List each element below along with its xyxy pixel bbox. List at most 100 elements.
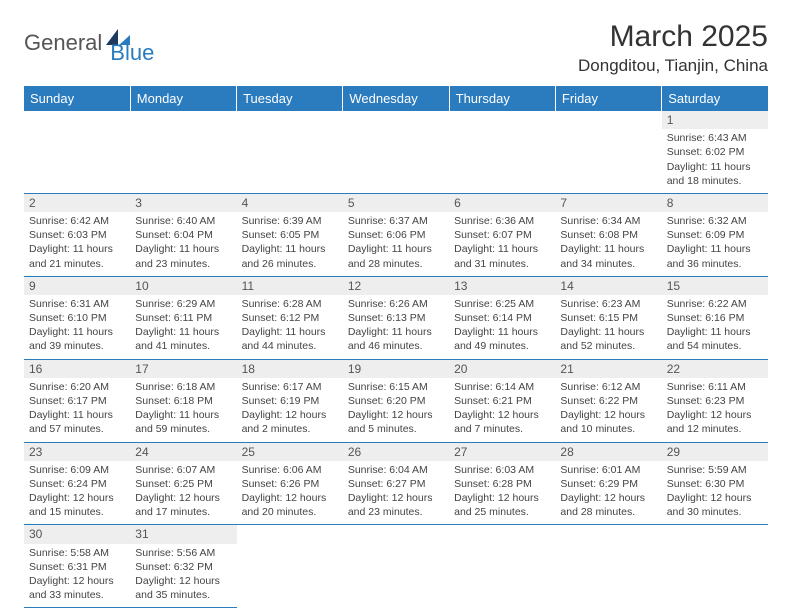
calendar-cell: 2Sunrise: 6:42 AMSunset: 6:03 PMDaylight… (24, 193, 130, 276)
weekday-header: Saturday (662, 86, 768, 111)
day-number: 6 (449, 194, 555, 212)
cell-line: Sunset: 6:20 PM (348, 394, 444, 408)
day-number: 28 (555, 443, 661, 461)
cell-line: and 39 minutes. (29, 339, 125, 353)
cell-line: and 41 minutes. (135, 339, 231, 353)
cell-line: Sunrise: 6:20 AM (29, 380, 125, 394)
cell-line: Sunset: 6:02 PM (667, 145, 763, 159)
cell-line: and 59 minutes. (135, 422, 231, 436)
calendar-cell: 23Sunrise: 6:09 AMSunset: 6:24 PMDayligh… (24, 442, 130, 525)
cell-line: and 34 minutes. (560, 257, 656, 271)
day-number: 4 (237, 194, 343, 212)
title-block: March 2025 Dongditou, Tianjin, China (578, 20, 768, 76)
cell-line: Sunset: 6:04 PM (135, 228, 231, 242)
calendar-cell: 31Sunrise: 5:56 AMSunset: 6:32 PMDayligh… (130, 525, 236, 608)
cell-line: and 46 minutes. (348, 339, 444, 353)
cell-line: and 35 minutes. (135, 588, 231, 602)
cell-line: Sunset: 6:21 PM (454, 394, 550, 408)
cell-line: Sunset: 6:16 PM (667, 311, 763, 325)
page-title: March 2025 (578, 20, 768, 54)
calendar-cell: . (449, 525, 555, 608)
cell-line: Sunrise: 6:15 AM (348, 380, 444, 394)
cell-line: Sunrise: 6:40 AM (135, 214, 231, 228)
cell-line: Daylight: 12 hours (135, 491, 231, 505)
cell-line: Sunrise: 6:34 AM (560, 214, 656, 228)
cell-line: Sunrise: 6:31 AM (29, 297, 125, 311)
day-number: 21 (555, 360, 661, 378)
cell-line: Daylight: 12 hours (454, 491, 550, 505)
cell-line: Sunrise: 6:18 AM (135, 380, 231, 394)
day-number: 15 (662, 277, 768, 295)
cell-line: Sunrise: 5:59 AM (667, 463, 763, 477)
calendar-cell: . (343, 525, 449, 608)
cell-line: and 7 minutes. (454, 422, 550, 436)
cell-line: and 23 minutes. (135, 257, 231, 271)
calendar-cell: . (24, 111, 130, 193)
cell-line: and 5 minutes. (348, 422, 444, 436)
cell-line: Sunset: 6:31 PM (29, 560, 125, 574)
cell-line: Sunset: 6:08 PM (560, 228, 656, 242)
day-number: 16 (24, 360, 130, 378)
cell-line: and 21 minutes. (29, 257, 125, 271)
calendar-body: ......1Sunrise: 6:43 AMSunset: 6:02 PMDa… (24, 111, 768, 608)
cell-line: Sunrise: 6:11 AM (667, 380, 763, 394)
cell-line: Daylight: 11 hours (29, 325, 125, 339)
cell-line: Daylight: 12 hours (242, 408, 338, 422)
calendar-cell: 17Sunrise: 6:18 AMSunset: 6:18 PMDayligh… (130, 359, 236, 442)
calendar-cell: 6Sunrise: 6:36 AMSunset: 6:07 PMDaylight… (449, 193, 555, 276)
cell-line: Sunset: 6:28 PM (454, 477, 550, 491)
day-number: 23 (24, 443, 130, 461)
cell-line: and 15 minutes. (29, 505, 125, 519)
day-number: 26 (343, 443, 449, 461)
cell-line: Sunrise: 6:04 AM (348, 463, 444, 477)
cell-line: Sunrise: 6:42 AM (29, 214, 125, 228)
calendar-cell: 1Sunrise: 6:43 AMSunset: 6:02 PMDaylight… (662, 111, 768, 193)
calendar-cell: . (237, 111, 343, 193)
calendar-table: SundayMondayTuesdayWednesdayThursdayFrid… (24, 86, 768, 608)
day-number: 8 (662, 194, 768, 212)
cell-line: Daylight: 11 hours (454, 325, 550, 339)
calendar-cell: 24Sunrise: 6:07 AMSunset: 6:25 PMDayligh… (130, 442, 236, 525)
cell-line: Daylight: 12 hours (348, 491, 444, 505)
cell-line: Sunrise: 6:37 AM (348, 214, 444, 228)
calendar-cell: 14Sunrise: 6:23 AMSunset: 6:15 PMDayligh… (555, 276, 661, 359)
cell-line: Daylight: 12 hours (667, 408, 763, 422)
cell-line: Sunset: 6:29 PM (560, 477, 656, 491)
cell-line: Sunset: 6:27 PM (348, 477, 444, 491)
cell-line: Sunrise: 6:03 AM (454, 463, 550, 477)
cell-line: Sunset: 6:06 PM (348, 228, 444, 242)
header: General Blue March 2025 Dongditou, Tianj… (24, 20, 768, 76)
logo: General Blue (24, 20, 154, 66)
day-number: 11 (237, 277, 343, 295)
cell-line: and 23 minutes. (348, 505, 444, 519)
calendar-cell: 27Sunrise: 6:03 AMSunset: 6:28 PMDayligh… (449, 442, 555, 525)
calendar-cell: 12Sunrise: 6:26 AMSunset: 6:13 PMDayligh… (343, 276, 449, 359)
day-number: 31 (130, 525, 236, 543)
location-text: Dongditou, Tianjin, China (578, 56, 768, 76)
cell-line: Sunset: 6:14 PM (454, 311, 550, 325)
calendar-row: 30Sunrise: 5:58 AMSunset: 6:31 PMDayligh… (24, 525, 768, 608)
calendar-cell: . (449, 111, 555, 193)
calendar-cell: 16Sunrise: 6:20 AMSunset: 6:17 PMDayligh… (24, 359, 130, 442)
day-number: 30 (24, 525, 130, 543)
calendar-cell: 29Sunrise: 5:59 AMSunset: 6:30 PMDayligh… (662, 442, 768, 525)
cell-line: Sunrise: 6:43 AM (667, 131, 763, 145)
cell-line: and 10 minutes. (560, 422, 656, 436)
calendar-row: 23Sunrise: 6:09 AMSunset: 6:24 PMDayligh… (24, 442, 768, 525)
calendar-row: 2Sunrise: 6:42 AMSunset: 6:03 PMDaylight… (24, 193, 768, 276)
calendar-cell: 15Sunrise: 6:22 AMSunset: 6:16 PMDayligh… (662, 276, 768, 359)
day-number: 20 (449, 360, 555, 378)
cell-line: and 52 minutes. (560, 339, 656, 353)
cell-line: Daylight: 11 hours (29, 408, 125, 422)
cell-line: Sunset: 6:13 PM (348, 311, 444, 325)
day-number: 2 (24, 194, 130, 212)
cell-line: Sunset: 6:12 PM (242, 311, 338, 325)
day-number: 9 (24, 277, 130, 295)
cell-line: and 20 minutes. (242, 505, 338, 519)
cell-line: Sunset: 6:07 PM (454, 228, 550, 242)
calendar-row: 16Sunrise: 6:20 AMSunset: 6:17 PMDayligh… (24, 359, 768, 442)
cell-line: Sunrise: 6:17 AM (242, 380, 338, 394)
cell-line: Daylight: 11 hours (242, 325, 338, 339)
cell-line: Daylight: 12 hours (454, 408, 550, 422)
cell-line: Sunset: 6:15 PM (560, 311, 656, 325)
